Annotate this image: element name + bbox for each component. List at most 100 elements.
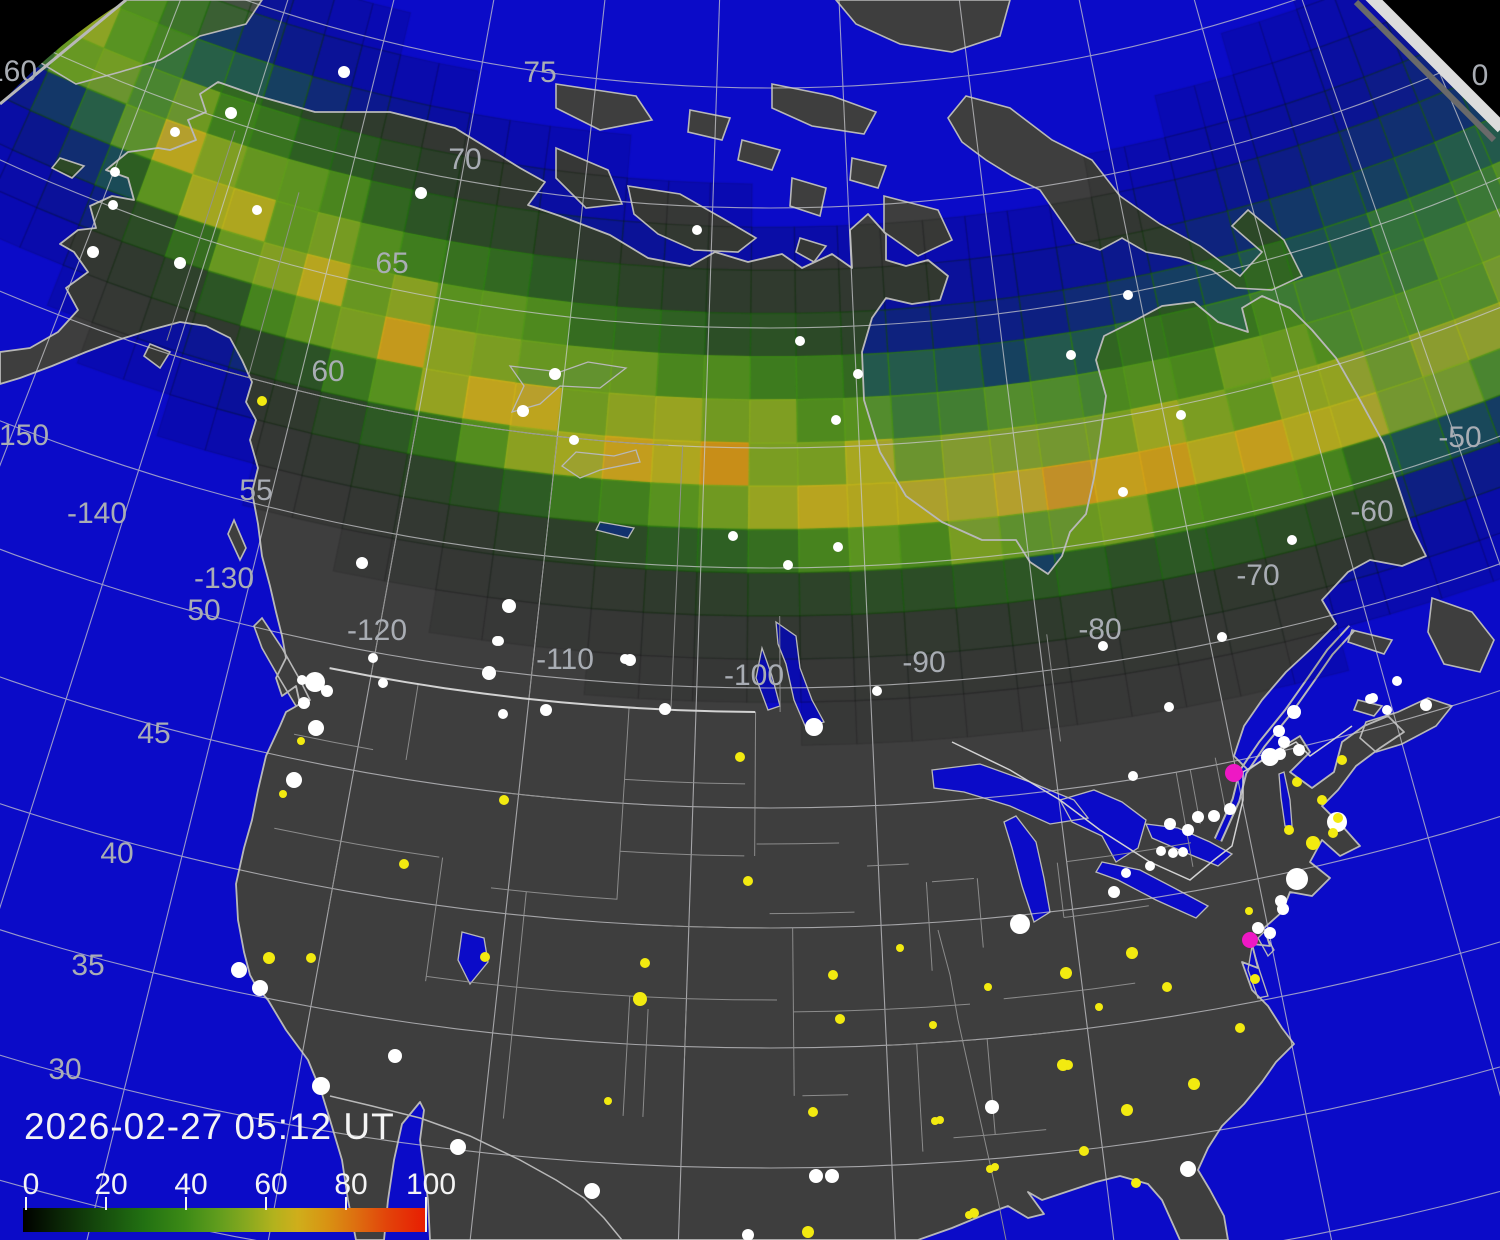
station-dot-yellow (984, 983, 992, 991)
station-dot-white (825, 1169, 839, 1183)
parallel-line (0, 548, 1500, 689)
station-dot-white (795, 336, 805, 346)
us-mexico-border (329, 1095, 623, 1240)
station-dot-yellow (735, 752, 745, 762)
station-dot-white (783, 560, 793, 570)
station-dot-white (378, 678, 388, 688)
timestamp-label: 2026-02-27 05:12 UT (24, 1106, 395, 1147)
station-dot-yellow (1095, 1003, 1103, 1011)
station-dot-yellow (1188, 1078, 1200, 1090)
station-dot-white (1108, 886, 1120, 898)
station-dot-white (308, 720, 324, 736)
station-dot-white (1368, 693, 1378, 703)
station-dot-white (368, 653, 378, 663)
station-dot-white (1176, 410, 1186, 420)
station-dot-white (833, 542, 843, 552)
station-dot-white (1392, 676, 1402, 686)
station-dot-yellow (1235, 1023, 1245, 1033)
station-dot-white (498, 709, 508, 719)
meridian-line (0, 0, 182, 467)
meridian-line (1193, 0, 1500, 1097)
station-dot-white (1123, 290, 1133, 300)
station-dot-white (108, 200, 118, 210)
parallel-line (0, 159, 1500, 329)
station-dot-yellow (1079, 1146, 1089, 1156)
station-dot-white (1277, 903, 1289, 915)
greenland-coast (1353, 0, 1497, 143)
station-dot-white (1121, 868, 1131, 878)
meridian-line (958, 0, 1115, 1240)
meridian-line (469, 0, 606, 1240)
station-dot-yellow (1337, 755, 1347, 765)
station-dot-white (985, 1100, 999, 1114)
station-dot-yellow (279, 790, 287, 798)
station-dot-white (659, 703, 671, 715)
station-dot-white (624, 654, 636, 666)
station-dot-yellow (1162, 982, 1172, 992)
station-dot-yellow (604, 1097, 612, 1105)
station-dot-yellow (499, 795, 509, 805)
station-dot-white (1264, 927, 1276, 939)
station-dot-yellow (986, 1165, 994, 1173)
station-dot-yellow (1292, 777, 1302, 787)
station-dot-white (356, 557, 368, 569)
station-dot-yellow (808, 1107, 818, 1117)
meridian-line (267, 0, 495, 1240)
station-dot-white (1098, 641, 1108, 651)
meridian-line (86, 0, 395, 1240)
station-dot-white (482, 666, 496, 680)
station-dot-white (584, 1183, 600, 1199)
station-dot-white (231, 962, 247, 978)
parallel-line (0, 929, 1500, 1049)
station-dot-yellow (1126, 947, 1138, 959)
station-dot-yellow (1333, 813, 1343, 823)
station-dot-white (569, 435, 579, 445)
station-dot-white (87, 246, 99, 258)
station-dot-white (831, 415, 841, 425)
station-dot-yellow (1284, 825, 1294, 835)
station-dot-yellow (931, 1117, 939, 1125)
station-dot-yellow (633, 992, 647, 1006)
station-dot-white (540, 704, 552, 716)
station-dot-white (1217, 632, 1227, 642)
coastline (0, 81, 1427, 1240)
station-dot-yellow (828, 970, 838, 980)
station-dot-white (1278, 736, 1290, 748)
station-dot-white (174, 257, 186, 269)
station-dot-white (312, 1077, 330, 1095)
meridian-line (1078, 0, 1333, 1240)
station-dot-white (494, 636, 504, 646)
meridian-line (0, 0, 289, 910)
station-dot-yellow (263, 952, 275, 964)
station-dot-white (1156, 846, 1166, 856)
station-dot-white (305, 672, 325, 692)
greenland-ice-edge (1365, 0, 1500, 133)
station-dot-white (692, 225, 702, 235)
station-dot-yellow (1131, 1178, 1141, 1188)
station-dot-white (805, 718, 823, 736)
station-dot-white (728, 531, 738, 541)
station-dot-white (1168, 848, 1178, 858)
station-dot-yellow (1250, 974, 1260, 984)
meridian-line (0, 0, 46, 96)
station-dot-white (1182, 824, 1194, 836)
station-dot-white (1180, 1161, 1196, 1177)
station-dot-white (1010, 914, 1030, 934)
station-dot-white (1287, 535, 1297, 545)
station-dot-white (549, 368, 561, 380)
station-dot-white (742, 1229, 754, 1240)
station-dot-white (1293, 744, 1305, 756)
space-corner-left (0, 0, 126, 104)
station-dot-white (1178, 847, 1188, 857)
parallel-line (0, 1054, 1500, 1169)
station-dot-white (1287, 705, 1301, 719)
station-dot-white (225, 107, 237, 119)
station-dot-white (853, 369, 863, 379)
parallel-line (0, 290, 1500, 449)
station-dot-yellow (1121, 1104, 1133, 1116)
earth-limb-left (0, 0, 127, 106)
us-canada-border (329, 667, 756, 713)
